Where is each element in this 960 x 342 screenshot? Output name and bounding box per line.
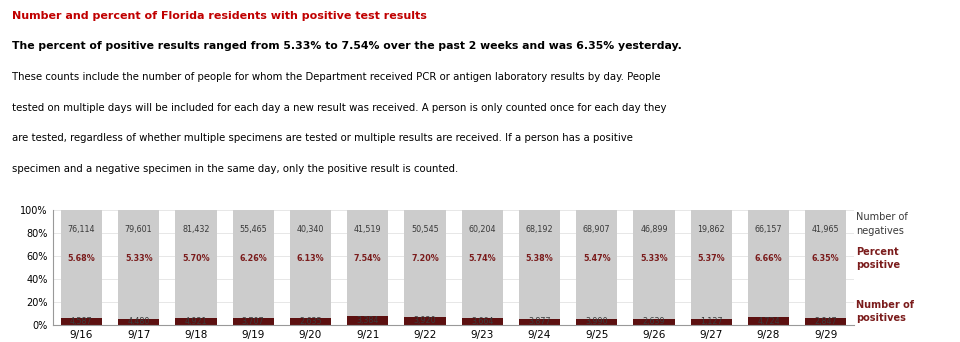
Text: are tested, regardless of whether multiple specimens are tested or multiple resu: are tested, regardless of whether multip…: [12, 133, 633, 143]
Bar: [805, 318, 847, 325]
Bar: [60, 210, 102, 318]
Text: 3,877: 3,877: [528, 317, 551, 326]
Bar: [404, 317, 445, 325]
Text: 7.20%: 7.20%: [411, 254, 439, 263]
Text: 19,862: 19,862: [698, 225, 725, 234]
Text: 55,465: 55,465: [239, 225, 267, 234]
Text: 3,920: 3,920: [414, 316, 436, 325]
Bar: [176, 210, 217, 318]
Text: specimen and a negative specimen in the same day, only the positive result is co: specimen and a negative specimen in the …: [12, 164, 458, 174]
Bar: [60, 318, 102, 325]
Text: 41,965: 41,965: [812, 225, 840, 234]
Text: 46,899: 46,899: [640, 225, 668, 234]
Text: 7.54%: 7.54%: [354, 254, 381, 263]
Bar: [518, 319, 560, 325]
Text: 5.74%: 5.74%: [468, 254, 496, 263]
Bar: [290, 318, 331, 325]
Text: 2,847: 2,847: [814, 317, 837, 326]
Bar: [576, 210, 617, 319]
Bar: [232, 318, 274, 325]
Text: These counts include the number of people for whom the Department received PCR o: These counts include the number of peopl…: [12, 72, 660, 82]
Bar: [462, 210, 503, 318]
Text: 79,601: 79,601: [125, 225, 153, 234]
Bar: [634, 210, 675, 319]
Text: 4,921: 4,921: [184, 317, 207, 326]
Text: 5.68%: 5.68%: [67, 254, 95, 263]
Bar: [176, 318, 217, 325]
Bar: [634, 319, 675, 325]
Text: 76,114: 76,114: [67, 225, 95, 234]
Text: 2,639: 2,639: [642, 317, 665, 326]
Text: 60,204: 60,204: [468, 225, 496, 234]
Bar: [118, 210, 159, 319]
Text: 6.13%: 6.13%: [297, 254, 324, 263]
Text: 3,664: 3,664: [471, 317, 493, 326]
Bar: [576, 319, 617, 325]
Bar: [290, 210, 331, 318]
Text: Percent
positive: Percent positive: [856, 247, 900, 270]
Text: 5.38%: 5.38%: [526, 254, 553, 263]
Bar: [690, 210, 732, 319]
Text: 3,990: 3,990: [586, 317, 608, 326]
Bar: [805, 210, 847, 318]
Text: 3,707: 3,707: [242, 317, 265, 326]
Bar: [748, 210, 789, 317]
Text: Number of
positives: Number of positives: [856, 300, 914, 323]
Bar: [118, 319, 159, 325]
Text: 41,519: 41,519: [354, 225, 381, 234]
Text: 6.26%: 6.26%: [239, 254, 267, 263]
Text: 68,192: 68,192: [526, 225, 553, 234]
Bar: [232, 210, 274, 318]
Text: 6.35%: 6.35%: [812, 254, 840, 263]
Bar: [404, 210, 445, 317]
Text: 5.47%: 5.47%: [583, 254, 611, 263]
Bar: [690, 319, 732, 325]
Bar: [518, 210, 560, 319]
Text: 2,635: 2,635: [300, 317, 322, 326]
Text: 81,432: 81,432: [182, 225, 209, 234]
Bar: [348, 210, 389, 316]
Text: 4,724: 4,724: [757, 317, 780, 326]
Text: 3,384: 3,384: [356, 316, 379, 325]
Text: The percent of positive results ranged from 5.33% to 7.54% over the past 2 weeks: The percent of positive results ranged f…: [12, 41, 682, 51]
Bar: [348, 316, 389, 325]
Text: Number and percent of Florida residents with positive test results: Number and percent of Florida residents …: [12, 11, 426, 21]
Text: 40,340: 40,340: [297, 225, 324, 234]
Text: Number of
negatives: Number of negatives: [856, 212, 908, 236]
Bar: [748, 317, 789, 325]
Text: 6.66%: 6.66%: [755, 254, 782, 263]
Bar: [462, 318, 503, 325]
Text: 68,907: 68,907: [583, 225, 611, 234]
Text: 1,127: 1,127: [700, 317, 723, 326]
Text: 4,480: 4,480: [128, 317, 150, 326]
Text: 50,545: 50,545: [411, 225, 439, 234]
Text: 5.37%: 5.37%: [698, 254, 725, 263]
Text: 66,157: 66,157: [755, 225, 782, 234]
Text: tested on multiple days will be included for each day a new result was received.: tested on multiple days will be included…: [12, 103, 666, 113]
Text: 5.70%: 5.70%: [182, 254, 209, 263]
Text: 4,587: 4,587: [70, 317, 93, 326]
Text: 5.33%: 5.33%: [640, 254, 668, 263]
Text: 5.33%: 5.33%: [125, 254, 153, 263]
